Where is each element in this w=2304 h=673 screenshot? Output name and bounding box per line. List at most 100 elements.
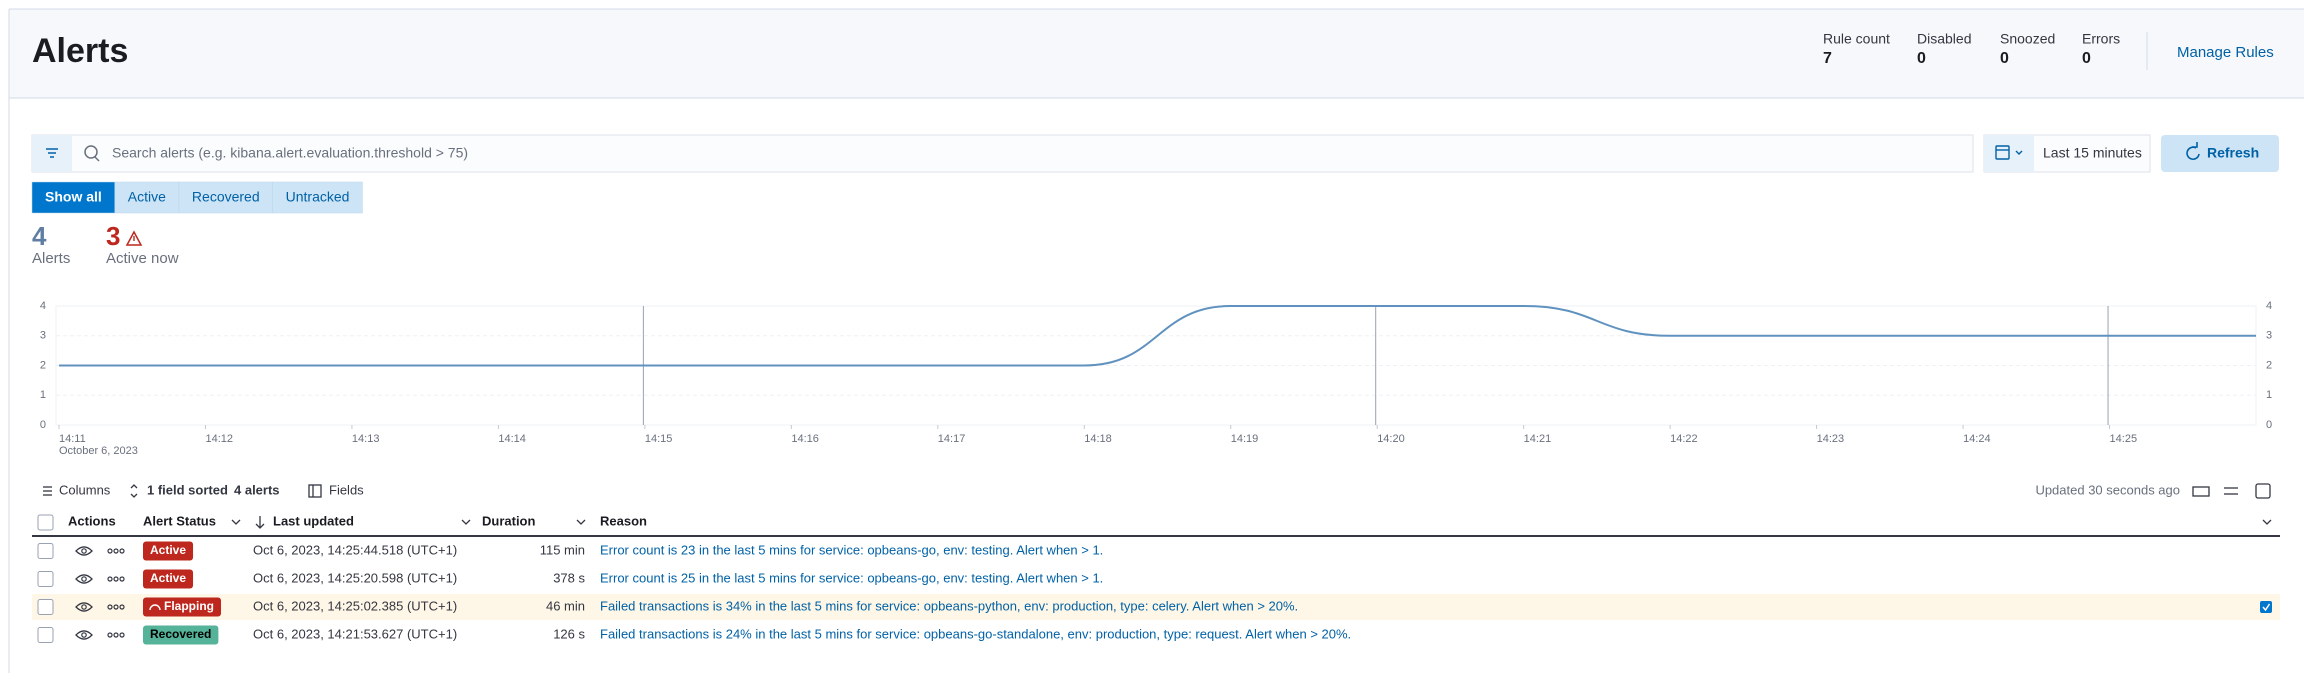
dot bbox=[113, 632, 119, 638]
eye-pupil bbox=[81, 576, 87, 582]
dot bbox=[113, 604, 119, 610]
view-button[interactable] bbox=[75, 602, 93, 612]
filter-button[interactable] bbox=[31, 181, 116, 214]
reason: Error count is 25 in the last 5 mins for… bbox=[600, 570, 1103, 585]
last-updated: Oct 6, 2023, 14:25:44.518 (UTC+1) bbox=[253, 542, 457, 557]
x-tick-label: 14:19 bbox=[1231, 433, 1259, 445]
filter-label: Untracked bbox=[286, 189, 350, 205]
status-label: Active bbox=[150, 571, 186, 585]
row-checkbox[interactable] bbox=[37, 571, 54, 587]
dot bbox=[119, 632, 125, 638]
refresh-button[interactable] bbox=[2161, 135, 2279, 172]
last-updated: Oct 6, 2023, 14:21:53.627 (UTC+1) bbox=[253, 626, 457, 641]
column-chevrons bbox=[231, 516, 2272, 529]
x-tick-label: 14:25 bbox=[2110, 433, 2138, 445]
filter-button[interactable] bbox=[114, 181, 180, 214]
dot bbox=[119, 604, 125, 610]
stat-label: Snoozed bbox=[2000, 31, 2055, 47]
eye-icon bbox=[75, 630, 93, 640]
toolbar-icons bbox=[43, 483, 2271, 499]
more-button[interactable] bbox=[107, 604, 125, 610]
y-tick-label-right: 3 bbox=[2266, 330, 2272, 342]
dot bbox=[107, 604, 113, 610]
x-tick-label: 14:16 bbox=[791, 433, 819, 445]
status-label: Recovered bbox=[150, 627, 211, 641]
y-tick-label-right: 2 bbox=[2266, 359, 2272, 371]
y-tick-label-right: 4 bbox=[2266, 300, 2272, 312]
y-tick-label: 1 bbox=[40, 389, 46, 401]
row-checkbox[interactable] bbox=[37, 599, 54, 615]
column-header: Alert Status bbox=[143, 513, 216, 528]
last-updated: Oct 6, 2023, 14:25:02.385 (UTC+1) bbox=[253, 598, 457, 613]
dot bbox=[107, 576, 113, 582]
search-icon bbox=[84, 145, 100, 162]
select-all-checkbox[interactable] bbox=[37, 514, 54, 531]
more-button[interactable] bbox=[107, 548, 125, 554]
filter-button[interactable] bbox=[272, 181, 363, 214]
x-sublabel: October 6, 2023 bbox=[59, 445, 138, 457]
eye-pupil bbox=[81, 548, 87, 554]
y-tick-label: 0 bbox=[40, 419, 46, 431]
y-tick-label: 3 bbox=[40, 330, 46, 342]
row-checkbox[interactable] bbox=[37, 543, 54, 559]
row-highlight bbox=[32, 594, 2280, 620]
duration: 115 min bbox=[540, 542, 585, 557]
x-tick-label: 14:13 bbox=[352, 433, 380, 445]
reason: Error count is 23 in the last 5 mins for… bbox=[600, 542, 1103, 557]
dot bbox=[107, 632, 113, 638]
refresh-icon bbox=[2186, 142, 2200, 161]
warning-icon bbox=[125, 230, 143, 246]
y-tick-label-right: 1 bbox=[2266, 389, 2272, 401]
reason: Failed transactions is 24% in the last 5… bbox=[600, 626, 1351, 641]
x-tick-label: 14:14 bbox=[498, 433, 526, 445]
reason: Failed transactions is 34% in the last 5… bbox=[600, 598, 1298, 613]
status-badge bbox=[143, 541, 194, 561]
stat-label: Errors bbox=[2082, 31, 2120, 47]
view-button[interactable] bbox=[75, 546, 93, 556]
last-updated: Oct 6, 2023, 14:25:20.598 (UTC+1) bbox=[253, 570, 457, 585]
eye-icon bbox=[75, 574, 93, 584]
status-badge bbox=[143, 625, 219, 645]
x-tick-label: 14:21 bbox=[1524, 433, 1552, 445]
filter-label: Active bbox=[128, 189, 166, 205]
dot bbox=[113, 576, 119, 582]
status-badge bbox=[143, 597, 221, 617]
filter-icon bbox=[46, 148, 58, 158]
view-button[interactable] bbox=[75, 630, 93, 640]
flapping-icon bbox=[149, 604, 161, 611]
refresh-label: Refresh bbox=[2207, 145, 2259, 161]
x-tick-label: 14:11 bbox=[59, 433, 86, 445]
filter-button[interactable] bbox=[178, 181, 273, 214]
eye-icon bbox=[75, 602, 93, 612]
stat-label: Disabled bbox=[1917, 31, 1971, 47]
duration: 126 s bbox=[553, 626, 585, 641]
status-badge bbox=[143, 569, 194, 589]
search-placeholder: Search alerts (e.g. kibana.alert.evaluat… bbox=[112, 145, 468, 161]
stat-label: Rule count bbox=[1823, 31, 1890, 47]
x-tick-label: 14:12 bbox=[205, 433, 233, 445]
view-button[interactable] bbox=[75, 574, 93, 584]
toolbar-columns: Columns bbox=[59, 482, 111, 497]
manage-rules-link[interactable]: Manage Rules bbox=[2177, 44, 2274, 61]
stat-value: 0 bbox=[2082, 50, 2091, 67]
more-button[interactable] bbox=[107, 576, 125, 582]
y-tick-label-right: 0 bbox=[2266, 419, 2272, 431]
row-checkbox[interactable] bbox=[37, 627, 54, 643]
dot bbox=[119, 576, 125, 582]
header-band bbox=[9, 9, 2304, 98]
status-label: Flapping bbox=[164, 599, 214, 613]
active-label: Active now bbox=[106, 250, 179, 267]
page-title: Alerts bbox=[32, 32, 128, 70]
toolbar-count: 4 alerts bbox=[234, 482, 280, 497]
x-tick-label: 14:24 bbox=[1963, 433, 1991, 445]
toolbar-fields: Fields bbox=[329, 482, 364, 497]
y-tick-label: 4 bbox=[40, 300, 46, 312]
stat-value: 0 bbox=[1917, 50, 1926, 67]
filter-label: Recovered bbox=[192, 189, 260, 205]
y-tick-label: 2 bbox=[40, 359, 46, 371]
more-button[interactable] bbox=[107, 632, 125, 638]
duration: 46 min bbox=[546, 598, 585, 613]
x-tick-label: 14:23 bbox=[1817, 433, 1845, 445]
